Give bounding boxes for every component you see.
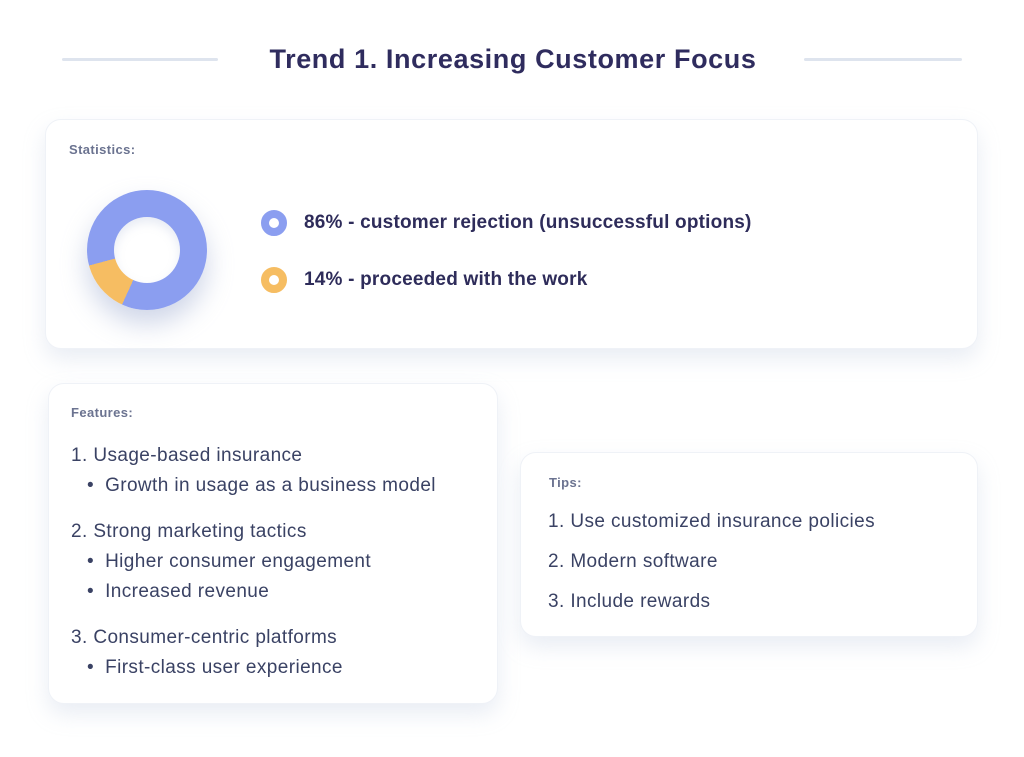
feature-subitem-label: Growth in usage as a business model: [105, 475, 436, 496]
donut-hole: [114, 217, 180, 283]
feature-group: 1. Usage-based insurance • Growth in usage…: [71, 441, 481, 501]
feature-subitem-label: Increased revenue: [105, 581, 270, 602]
statistics-label: Statistics:: [69, 142, 136, 157]
legend-item: 86% - customer rejection (unsuccessful o…: [261, 210, 752, 236]
legend-label: 14% - proceeded with the work: [304, 269, 588, 290]
feature-group: 2. Strong marketing tactics • Higher consu…: [71, 517, 481, 607]
title-divider-left: [62, 57, 219, 61]
features-card: Features: 1. Usage-based insurance • Growt…: [48, 383, 498, 704]
tip-item: 2. Modern software: [548, 551, 718, 572]
feature-title: 1. Usage-based insurance: [71, 445, 303, 466]
header: Trend 1. Increasing Customer Focus: [0, 42, 1024, 76]
tips-label: Tips:: [549, 475, 582, 490]
feature-subitem: • Growth in usage as a business model: [87, 471, 481, 501]
legend-item: 14% - proceeded with the work: [261, 267, 752, 293]
tip-item: 3. Include rewards: [548, 591, 711, 612]
bullet-icon: •: [87, 551, 95, 572]
legend-dot-icon: [261, 267, 287, 293]
title-divider-right: [803, 57, 962, 61]
tips-list: 1. Use customized insurance policies 2. M…: [548, 497, 961, 617]
statistics-card: Statistics: 86% - customer rejection (un…: [45, 119, 978, 349]
features-list: 1. Usage-based insurance • Growth in usage…: [71, 441, 481, 699]
legend-label: 86% - customer rejection (unsuccessful o…: [304, 212, 752, 233]
tip-item: 1. Use customized insurance policies: [548, 511, 875, 532]
feature-title: 3. Consumer-centric platforms: [71, 627, 338, 648]
tips-card: Tips: 1. Use customized insurance polici…: [520, 452, 978, 637]
feature-subitem: • First-class user experience: [87, 653, 481, 683]
feature-subitem-label: First-class user experience: [105, 657, 343, 678]
feature-subitem: • Higher consumer engagement: [87, 547, 481, 577]
bullet-icon: •: [87, 657, 95, 678]
features-label: Features:: [71, 405, 134, 420]
page-title: Trend 1. Increasing Customer Focus: [269, 43, 757, 74]
feature-subitem-label: Higher consumer engagement: [105, 551, 372, 572]
bullet-icon: •: [87, 581, 95, 602]
bullet-icon: •: [87, 475, 95, 496]
chart-legend: 86% - customer rejection (unsuccessful o…: [261, 210, 752, 293]
feature-group: 3. Consumer-centric platforms • First-clas…: [71, 623, 481, 683]
feature-title: 2. Strong marketing tactics: [71, 521, 307, 542]
donut-chart: [87, 190, 207, 310]
feature-subitem: • Increased revenue: [87, 577, 481, 607]
legend-dot-icon: [261, 210, 287, 236]
